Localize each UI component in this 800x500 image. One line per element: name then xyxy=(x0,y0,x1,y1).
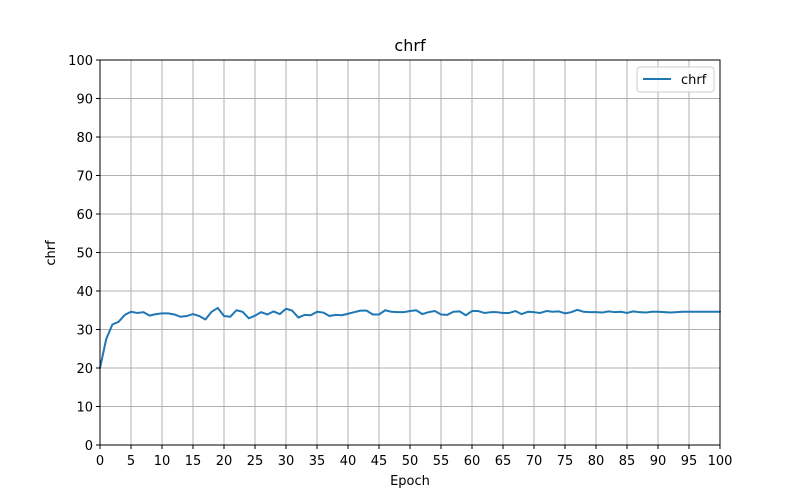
x-tick-label: 95 xyxy=(681,454,698,469)
y-tick-label: 0 xyxy=(85,439,93,454)
x-tick-label: 65 xyxy=(495,454,512,469)
legend-box xyxy=(636,66,715,93)
y-tick-label: 100 xyxy=(68,54,93,69)
x-tick-label: 15 xyxy=(185,454,202,469)
x-axis: 0 5 10 15 20 25 30 35 40 45 50 55 60 65 70 75 80 85 90 95 10… xyxy=(96,445,733,469)
legend-label: chrf xyxy=(681,73,707,88)
x-tick-label: 25 xyxy=(247,454,264,469)
grid xyxy=(99,59,721,446)
x-tick-label: 35 xyxy=(309,454,326,469)
x-tick-label: 70 xyxy=(526,454,543,469)
x-tick-label: 60 xyxy=(464,454,481,469)
x-tick-label: 85 xyxy=(619,454,636,469)
x-tick-label: 50 xyxy=(402,454,419,469)
y-tick-label: 40 xyxy=(76,285,93,300)
x-tick-label: 55 xyxy=(433,454,450,469)
x-tick-label: 5 xyxy=(127,454,135,469)
series-layer xyxy=(99,306,721,369)
y-tick-label: 30 xyxy=(76,324,93,339)
legend: chrf xyxy=(636,66,715,93)
x-tick-label: 75 xyxy=(557,454,574,469)
x-axis-label: Epoch xyxy=(390,474,430,489)
x-tick-label: 80 xyxy=(588,454,605,469)
y-tick-label: 70 xyxy=(76,170,93,185)
y-tick-label: 80 xyxy=(76,131,93,146)
y-tick-label: 90 xyxy=(76,93,93,108)
chart-title: chrf xyxy=(394,36,426,55)
x-tick-label: 30 xyxy=(278,454,295,469)
y-tick-label: 60 xyxy=(76,208,93,223)
x-tick-label: 100 xyxy=(708,454,733,469)
x-tick-label: 45 xyxy=(371,454,388,469)
x-tick-label: 10 xyxy=(154,454,171,469)
x-tick-label: 40 xyxy=(340,454,357,469)
series-line-chrf xyxy=(99,306,721,369)
y-axis-label: chrf xyxy=(44,240,59,266)
y-tick-label: 20 xyxy=(76,362,93,377)
x-tick-label: 90 xyxy=(650,454,667,469)
y-tick-label: 50 xyxy=(76,247,93,262)
y-axis: 0 10 20 30 40 50 60 70 80 90 100 xyxy=(68,54,100,454)
x-tick-label: 20 xyxy=(216,454,233,469)
x-tick-label: 0 xyxy=(96,454,104,469)
y-tick-label: 10 xyxy=(76,401,93,416)
